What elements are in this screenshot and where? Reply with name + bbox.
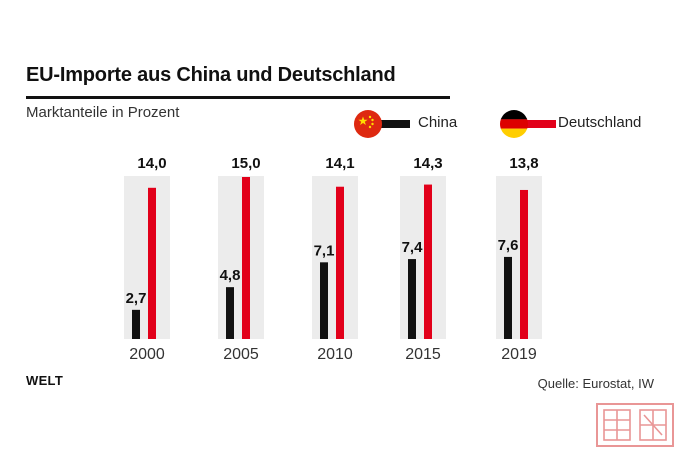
x-tick-label-2005: 2005 (223, 346, 259, 363)
x-tick-label-2015: 2015 (405, 346, 441, 363)
data-label-deutschland-2010: 14,1 (325, 155, 354, 172)
x-tick-label-2000: 2000 (129, 346, 165, 363)
title-underline (26, 96, 450, 99)
bar-deutschland-2019 (520, 189, 528, 339)
bar-background-band (218, 176, 264, 339)
data-label-china-2010: 7,1 (314, 242, 335, 259)
x-tick-label-2019: 2019 (501, 346, 537, 363)
stamp-glyphs-icon (603, 409, 667, 441)
bar-background-band (496, 176, 542, 339)
bar-deutschland-2005 (242, 177, 250, 339)
chart-subtitle: Marktanteile in Prozent (26, 104, 180, 121)
bar-china-2000 (132, 309, 140, 339)
bar-deutschland-2000 (148, 187, 156, 339)
bar-deutschland-2010 (336, 186, 344, 339)
bar-background-band (124, 176, 170, 339)
data-label-deutschland-2015: 14,3 (413, 155, 442, 172)
source-note: Quelle: Eurostat, IW (537, 376, 654, 391)
data-label-china-2005: 4,8 (220, 267, 241, 284)
bar-background-band (400, 176, 446, 339)
bar-china-2010 (320, 262, 328, 339)
x-tick-label-2010: 2010 (317, 346, 353, 363)
data-label-china-2015: 7,4 (402, 239, 424, 256)
data-label-deutschland-2019: 13,8 (509, 155, 538, 172)
bar-china-2005 (226, 287, 234, 339)
bar-china-2015 (408, 259, 416, 339)
welt-logo: WELT (26, 373, 64, 388)
data-label-china-2019: 7,6 (498, 237, 519, 254)
legend-label-deutschland: Deutschland (558, 114, 642, 131)
bar-china-2019 (504, 256, 512, 339)
bar-background-band (312, 176, 358, 339)
watermark-stamp (596, 403, 674, 447)
legend-label-china: China (418, 114, 458, 131)
data-label-deutschland-2000: 14,0 (137, 155, 166, 172)
chart-title: EU-Importe aus China und Deutschland (26, 64, 396, 86)
data-label-deutschland-2005: 15,0 (231, 155, 260, 172)
germany-flag-icon (500, 110, 556, 138)
bar-deutschland-2015 (424, 184, 432, 339)
china-flag-icon (354, 110, 410, 138)
data-label-china-2000: 2,7 (126, 290, 147, 307)
